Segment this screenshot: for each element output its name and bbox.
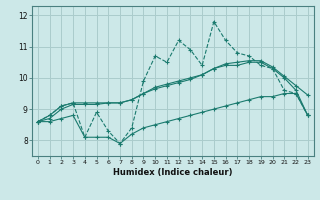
X-axis label: Humidex (Indice chaleur): Humidex (Indice chaleur) [113, 168, 233, 177]
